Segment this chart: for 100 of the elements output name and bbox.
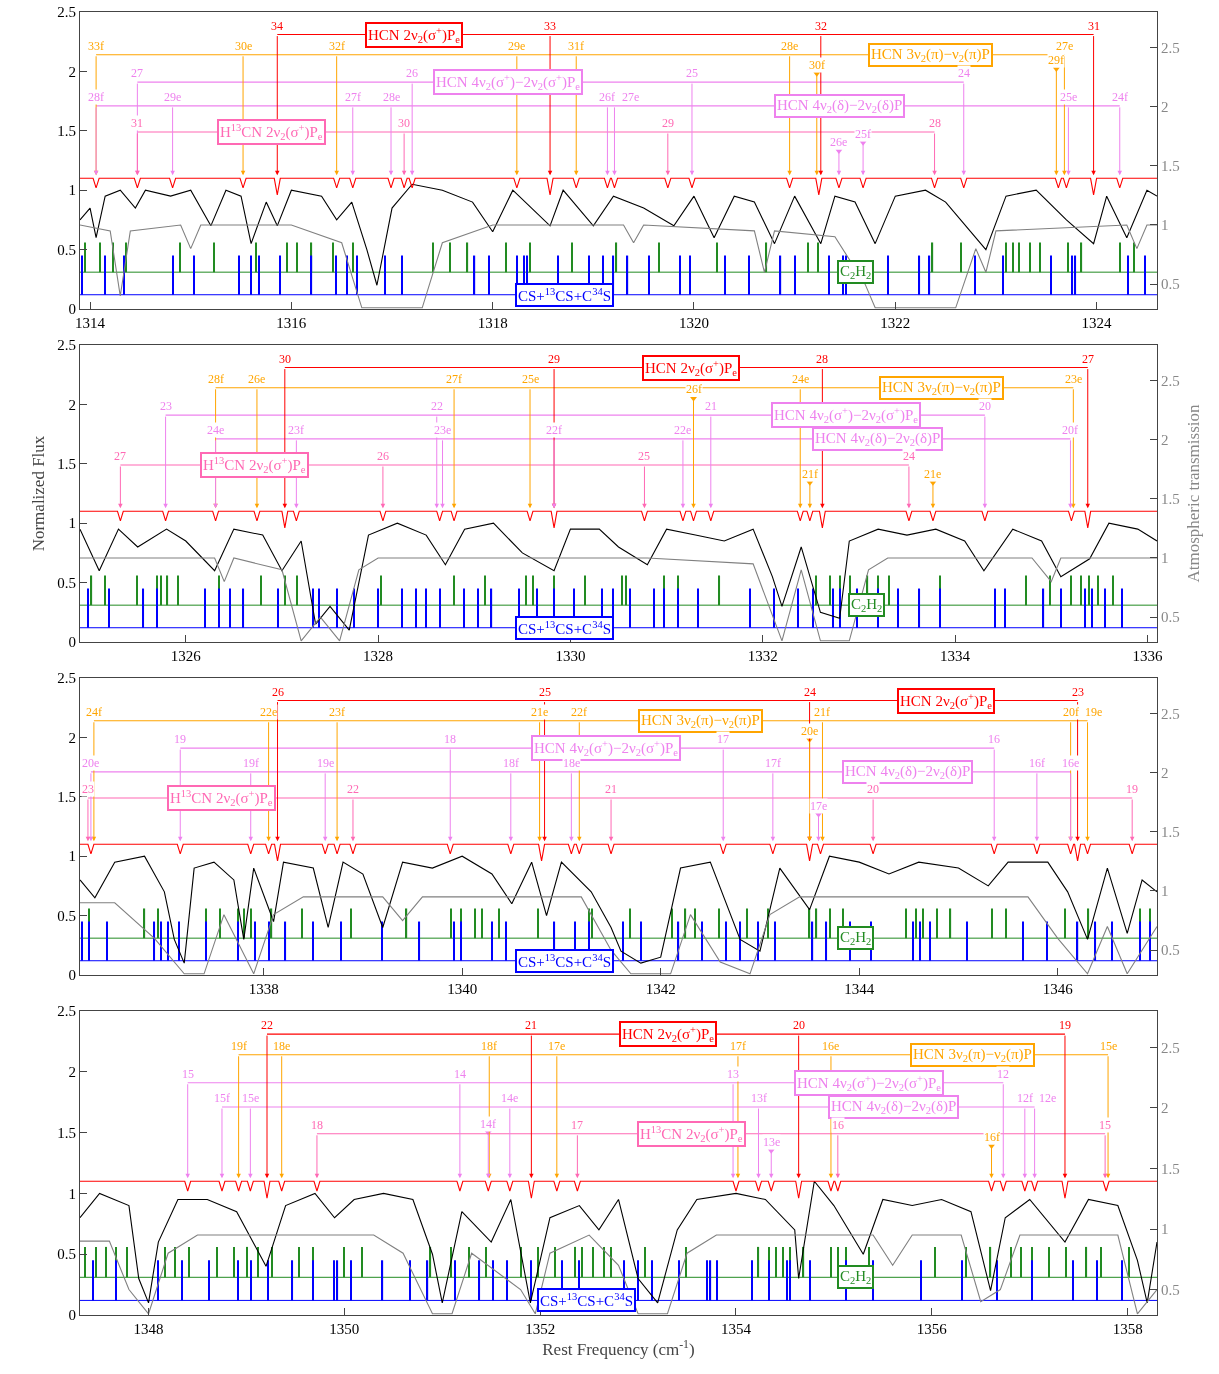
annotation: 15e — [1100, 1039, 1118, 1053]
y-tick-label: 2.5 — [57, 670, 76, 687]
annotation: 18e — [273, 1039, 291, 1053]
y2-tick-label: 1.5 — [1161, 491, 1180, 508]
text: HCN 4ν$_{2}$(σ$^{+}$)−2ν$_{2}$(σ$^{+}$)P$_{e}$ — [534, 738, 678, 759]
annotation: 21e — [924, 467, 942, 481]
annotation: 16e — [822, 1039, 840, 1053]
annotation: 19e — [1085, 705, 1103, 719]
annotation: 13f — [751, 1091, 767, 1105]
annotation: 32f — [329, 39, 345, 53]
y2-tick-label: 1.5 — [1161, 824, 1180, 841]
y2-tick-label: 2 — [1161, 98, 1169, 115]
annotation: 23f — [288, 423, 304, 437]
series-label: HCN 3ν$_{2}$(π)−ν$_{2}$(π)P — [641, 712, 760, 731]
x-tick-label: 1328 — [363, 648, 394, 664]
annotation: 22f — [546, 423, 562, 437]
x-tick-label: 1322 — [880, 315, 911, 331]
annotation: 20 — [867, 782, 879, 796]
annotation: 27 — [131, 66, 143, 80]
text: HCN 4ν$_{2}$(σ$^{+}$)−2ν$_{2}$(σ$^{+}$)P$_{e}$ — [436, 72, 580, 93]
annotation: 18e — [563, 756, 581, 770]
annotation: 17 — [571, 1118, 583, 1132]
series-label: HCN 3ν$_{2}$(π)−ν$_{2}$(π)P — [882, 379, 1001, 398]
series-label: HCN 2ν$_{2}$(σ$^{+}$)P$_{e}$ — [645, 358, 738, 379]
x-tick-label: 1340 — [447, 981, 478, 997]
y-tick-label: 2 — [68, 1064, 76, 1081]
annotation: 25e — [1060, 90, 1078, 104]
x-tick-label: 1346 — [1042, 981, 1074, 997]
annotation: 22 — [431, 399, 443, 413]
y-tick-label: 2 — [68, 729, 76, 746]
annotation: 25 — [539, 685, 551, 699]
annotation: 24 — [903, 449, 915, 463]
series-label: CS+$^{13}$CS+C$^{34}$S — [518, 952, 611, 971]
series-label: H$^{13}$CN 2ν$_{2}$(σ$^{+}$)P$_{e}$ — [203, 455, 306, 476]
series-label: HCN 2ν$_{2}$(σ$^{+}$)P$_{e}$ — [622, 1024, 715, 1045]
annotation: 29 — [548, 352, 560, 366]
annotation: 19f — [231, 1039, 247, 1053]
annotation: 21 — [605, 782, 617, 796]
annotation: 20e — [82, 756, 100, 770]
series-label: HCN 2ν$_{2}$(σ$^{+}$)P$_{e}$ — [368, 25, 461, 46]
series-label: HCN 3ν$_{2}$(π)−ν$_{2}$(π)P — [871, 46, 990, 65]
annotation: 14e — [501, 1091, 519, 1105]
annotation: 30e — [235, 39, 253, 53]
annotation: 34 — [271, 19, 283, 33]
series-label: HCN 4ν$_{2}$(δ)−2ν$_{2}$(δ)P — [831, 1098, 957, 1117]
annotation: 15 — [182, 1067, 194, 1081]
annotation: 22 — [261, 1018, 273, 1032]
y2-axis-title: Atmospheric transmission — [1184, 404, 1204, 583]
annotation: 29e — [508, 39, 526, 53]
annotation: 23e — [434, 423, 452, 437]
annotation: 27 — [114, 449, 126, 463]
annotation: 29 — [662, 116, 674, 130]
annotation: 15 — [1099, 1118, 1111, 1132]
annotation: 12e — [1039, 1091, 1057, 1105]
y2-tick-label: 1 — [1161, 217, 1169, 234]
x-tick-label: 1336 — [1132, 648, 1163, 664]
x-tick-label: 1324 — [1081, 315, 1113, 331]
x-tick-label: 1348 — [133, 1321, 164, 1337]
y-tick-label: 0 — [68, 1307, 76, 1324]
annotation: 12 — [997, 1067, 1009, 1081]
annotation: 25e — [522, 372, 540, 386]
annotation: 27f — [446, 372, 462, 386]
annotation: 26e — [248, 372, 266, 386]
annotation: 14 — [454, 1067, 466, 1081]
x-tick-label: 1358 — [1112, 1321, 1143, 1337]
annotation: 25 — [638, 449, 650, 463]
x-tick-label: 1334 — [940, 648, 971, 664]
y2-tick-label: 2 — [1161, 1100, 1169, 1117]
annotation: 26 — [377, 449, 389, 463]
annotation: 17f — [765, 756, 781, 770]
annotation: 15e — [242, 1091, 260, 1105]
y-tick-label: 2.5 — [57, 4, 76, 21]
annotation: 33f — [88, 39, 104, 53]
y-tick-label: 1.5 — [57, 1124, 76, 1141]
annotation: 20f — [1063, 705, 1079, 719]
annotation: 30 — [279, 352, 291, 366]
annotation: 25 — [686, 66, 698, 80]
annotation: 20e — [801, 724, 819, 738]
series-label: H$^{13}$CN 2ν$_{2}$(σ$^{+}$)P$_{e}$ — [640, 1124, 743, 1145]
annotation: 26e — [830, 135, 848, 149]
annotation: 33 — [544, 19, 556, 33]
annotation: 18f — [481, 1039, 497, 1053]
annotation: 29f — [1048, 53, 1064, 67]
annotation: 24e — [207, 423, 225, 437]
annotation: 16 — [832, 1118, 844, 1132]
annotation: 21 — [525, 1018, 537, 1032]
series-label: HCN 2ν$_{2}$(σ$^{+}$)P$_{e}$ — [900, 691, 993, 712]
x-tick-label: 1314 — [75, 315, 106, 331]
annotation: 23f — [329, 705, 345, 719]
x-tick-label: 1330 — [555, 648, 586, 664]
annotation: 26f — [686, 382, 702, 396]
annotation: 28 — [816, 352, 828, 366]
annotation: 28e — [383, 90, 401, 104]
annotation: 22e — [674, 423, 692, 437]
annotation: 17f — [730, 1039, 746, 1053]
y2-tick-label: 1 — [1161, 1221, 1169, 1238]
y-tick-label: 2.5 — [57, 1003, 76, 1020]
series-label: HCN 4ν$_{2}$(δ)−2ν$_{2}$(δ)P — [815, 430, 941, 449]
y2-tick-label: 1.5 — [1161, 1160, 1180, 1177]
series-label: CS+$^{13}$CS+C$^{34}$S — [518, 286, 611, 305]
